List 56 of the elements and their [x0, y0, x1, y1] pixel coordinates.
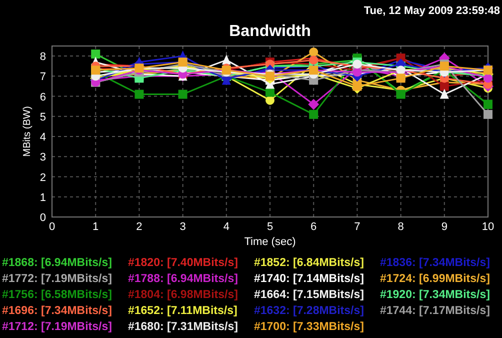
- text: #1836: [7.34MBits/s]: [380, 257, 490, 269]
- text: #1664: [7.15MBits/s]: [254, 289, 364, 301]
- point: [484, 110, 492, 119]
- point: [266, 96, 274, 105]
- text: #1868: [6.94MBits/s]: [2, 257, 112, 269]
- text: #1744: [7.17MBits/s]: [380, 305, 490, 317]
- point: [222, 54, 231, 65]
- y-tick-label: 2: [40, 172, 46, 184]
- point: [309, 110, 318, 119]
- text: #1788: [6.94MBits/s]: [128, 273, 238, 285]
- point: [440, 88, 449, 99]
- point: [309, 56, 318, 65]
- text: #1920: [7.34MBits/s]: [380, 289, 490, 301]
- x-tick-label: 5: [266, 221, 274, 233]
- y-tick-label: 4: [40, 132, 46, 144]
- point: [308, 98, 320, 110]
- y-tick-label: 8: [40, 51, 46, 64]
- x-tick-label: 3: [180, 221, 186, 233]
- point: [440, 82, 449, 91]
- text: #1740: [7.14MBits/s]: [254, 273, 364, 285]
- x-tick-label: 9: [441, 221, 448, 233]
- x-tick-label: 1: [92, 221, 99, 233]
- x-tick-label: 4: [223, 221, 230, 233]
- text: #1712: [7.19MBits/s]: [2, 321, 112, 333]
- point: [178, 90, 188, 99]
- x-axis-title: Time (sec): [244, 236, 296, 248]
- y-tick-label: 3: [40, 152, 46, 164]
- text: Tue, 12 May 2009 23:59:48: [364, 5, 500, 17]
- text: #1652: [7.11MBits/s]: [128, 305, 238, 317]
- text: #1756: [6.58MBits/s]: [2, 289, 112, 301]
- text: #1696: [7.34MBits/s]: [2, 305, 112, 317]
- x-tick-label: 2: [136, 221, 142, 233]
- y-axis-title: MBits (BW): [22, 106, 33, 157]
- y-tick-label: 0: [40, 212, 46, 224]
- text: #1804: [6.98MBits/s]: [128, 289, 238, 301]
- x-tick-label: 7: [354, 221, 360, 233]
- point: [134, 90, 144, 99]
- y-tick-label: 7: [40, 71, 46, 84]
- point: [266, 88, 274, 97]
- point: [309, 48, 318, 57]
- text: #1632: [7.28MBits/s]: [254, 305, 364, 317]
- text: #1820: [7.40MBits/s]: [128, 257, 238, 269]
- x-tick-label: 0: [48, 221, 56, 233]
- text: #1852: [6.84MBits/s]: [254, 257, 364, 269]
- x-tick-label: 6: [310, 221, 317, 233]
- y-tick-label: 5: [40, 111, 46, 124]
- text: #1724: [6.99MBits/s]: [380, 273, 490, 285]
- x-tick-label: 8: [398, 221, 404, 233]
- x-tick-label: 10: [482, 221, 494, 233]
- text: #1772: [7.19MBits/s]: [2, 273, 112, 285]
- text: #1700: [7.33MBits/s]: [254, 321, 364, 333]
- text: #1680: [7.31MBits/s]: [128, 321, 238, 333]
- point: [91, 50, 100, 59]
- y-tick-label: 1: [40, 192, 46, 204]
- chart-title: Bandwidth: [229, 23, 311, 40]
- y-tick-label: 6: [40, 91, 46, 104]
